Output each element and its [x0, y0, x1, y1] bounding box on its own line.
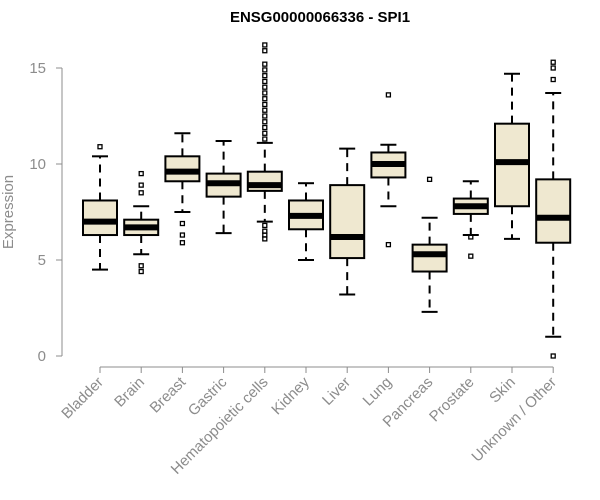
- outlier-point: [138, 170, 144, 177]
- x-tick-label: Breast: [147, 373, 190, 416]
- plot-area: [82, 42, 572, 359]
- outlier-point: [138, 263, 144, 269]
- box-group: [123, 170, 160, 275]
- outlier-point: [385, 241, 392, 248]
- outlier-point: [262, 124, 268, 131]
- outlier-point: [262, 73, 268, 79]
- iqr-box: [82, 199, 118, 237]
- outlier-point: [262, 48, 268, 54]
- outlier-point: [179, 232, 186, 238]
- outlier-point: [262, 67, 268, 73]
- outlier-point: [468, 234, 474, 240]
- outlier-point: [262, 130, 268, 136]
- outlier-point: [262, 61, 268, 67]
- outlier-point: [262, 78, 268, 85]
- iqr-box: [535, 178, 572, 244]
- iqr-box: [411, 243, 448, 273]
- x-tick-label: Liver: [319, 374, 354, 409]
- box-group: [205, 139, 242, 235]
- outlier-point: [262, 228, 268, 234]
- box-group: [288, 182, 324, 261]
- outlier-point: [468, 253, 474, 259]
- y-axis-label: Expression: [0, 175, 17, 249]
- box-group: [494, 72, 530, 240]
- outlier-point: [262, 113, 268, 119]
- outlier-point: [426, 176, 433, 183]
- outlier-point: [550, 76, 556, 83]
- y-tick-label: 0: [38, 348, 46, 365]
- chart-title: ENSG00000066336 - SPI1: [230, 9, 410, 26]
- outlier-point: [179, 240, 186, 246]
- outlier-point: [262, 136, 268, 142]
- outlier-point: [262, 84, 268, 90]
- outlier-point: [138, 182, 144, 188]
- y-axis: 0 5 10 15: [29, 60, 63, 365]
- x-tick-label: Bladder: [58, 374, 107, 423]
- outlier-point: [262, 107, 268, 113]
- box-group: [452, 180, 489, 259]
- outlier-point: [262, 96, 268, 102]
- x-tick-label: Brain: [111, 374, 148, 411]
- box-group: [535, 59, 572, 359]
- outlier-point: [138, 268, 144, 275]
- outlier-point: [550, 59, 556, 65]
- box-group: [164, 132, 201, 246]
- outlier-point: [262, 90, 268, 96]
- box-group: [246, 42, 283, 242]
- box-group: [370, 92, 407, 248]
- outlier-point: [179, 220, 186, 227]
- y-tick-label: 5: [38, 252, 46, 269]
- x-tick-label: Lung: [360, 374, 396, 410]
- outlier-point: [550, 353, 556, 359]
- box-group: [329, 147, 366, 296]
- outlier-point: [97, 144, 103, 150]
- x-tick-label: Kidney: [268, 373, 313, 418]
- y-tick-label: 15: [29, 60, 46, 77]
- box-group: [82, 144, 118, 271]
- outlier-point: [262, 119, 268, 125]
- outlier-point: [262, 222, 268, 229]
- outlier-point: [385, 92, 392, 98]
- outlier-point: [138, 190, 144, 196]
- outlier-point: [550, 65, 556, 71]
- outlier-point: [262, 42, 268, 48]
- iqr-box: [329, 184, 366, 260]
- outlier-point: [262, 101, 268, 108]
- x-tick-label: Prostate: [426, 374, 478, 426]
- x-tick-label: Skin: [486, 374, 519, 407]
- box-group: [411, 176, 448, 313]
- y-tick-label: 10: [29, 156, 46, 173]
